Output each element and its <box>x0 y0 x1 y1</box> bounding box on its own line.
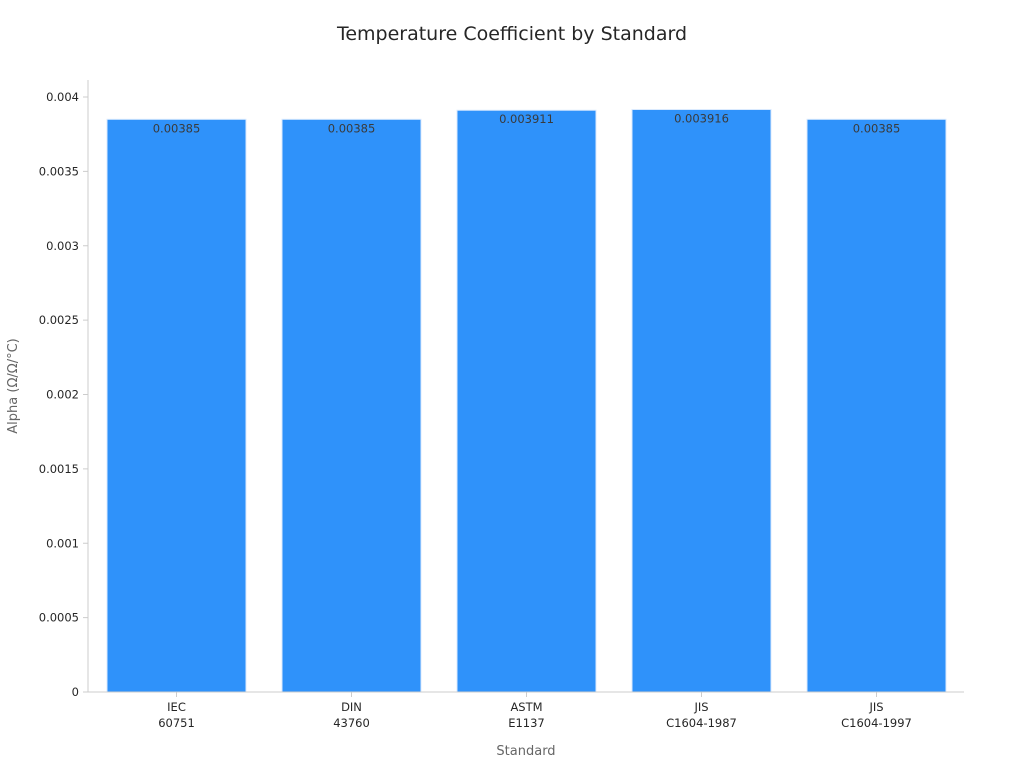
data-label-4: 0.00385 <box>853 121 901 135</box>
bar-2 <box>456 109 597 693</box>
y-tick-label-1: 0.0005 <box>39 611 79 625</box>
x-tick-label-3-line-0: JIS <box>693 700 708 714</box>
y-tick-label-7: 0.0035 <box>39 164 79 178</box>
x-tick-label-3-line-1: C1604-1987 <box>666 716 737 730</box>
bar-1 <box>281 118 422 693</box>
x-tick-label-0-line-1: 60751 <box>158 716 195 730</box>
data-labels-layer: 0.00385 0.00385 0.003911 0.003916 0.00385 <box>153 111 901 135</box>
x-axis-label: Standard <box>496 744 555 759</box>
x-tick-label-0-line-0: IEC <box>167 700 186 714</box>
y-tick-label-4: 0.002 <box>46 388 79 402</box>
x-tick-label-0: IEC 60751 <box>158 700 195 730</box>
y-tick-label-6: 0.003 <box>46 239 79 253</box>
data-label-1: 0.00385 <box>328 121 376 135</box>
data-label-2: 0.003911 <box>499 112 554 126</box>
x-tick-label-2-line-1: E1137 <box>508 716 545 730</box>
bar-3 <box>631 108 772 693</box>
y-tick-label-2: 0.001 <box>46 536 79 550</box>
chart-title: Temperature Coefficient by Standard <box>336 23 687 45</box>
x-tick-label-2-line-0: ASTM <box>510 700 542 714</box>
x-tick-label-1: DIN 43760 <box>333 700 370 730</box>
x-tick-label-4-line-0: JIS <box>868 700 883 714</box>
x-tick-label-1-line-0: DIN <box>341 700 362 714</box>
bars-layer <box>106 108 947 693</box>
y-tick-label-5: 0.0025 <box>39 313 79 327</box>
x-tick-label-2: ASTM E1137 <box>508 700 545 730</box>
x-tick-label-4: JIS C1604-1997 <box>841 700 912 730</box>
bar-0 <box>106 118 247 693</box>
y-tick-label-0: 0 <box>72 685 79 699</box>
bar-4 <box>806 118 947 693</box>
x-tick-label-3: JIS C1604-1987 <box>666 700 737 730</box>
y-axis-label: Alpha (Ω/Ω/°C) <box>6 338 21 433</box>
data-label-0: 0.00385 <box>153 121 201 135</box>
y-tick-label-3: 0.0015 <box>39 462 79 476</box>
x-tick-label-4-line-1: C1604-1997 <box>841 716 912 730</box>
data-label-3: 0.003916 <box>674 111 729 125</box>
x-tick-label-1-line-1: 43760 <box>333 716 370 730</box>
y-ticks-layer: 0 0.0005 0.001 0.0015 0.002 0.0025 0.003 0.0035… <box>39 90 88 699</box>
y-tick-label-8: 0.004 <box>46 90 79 104</box>
